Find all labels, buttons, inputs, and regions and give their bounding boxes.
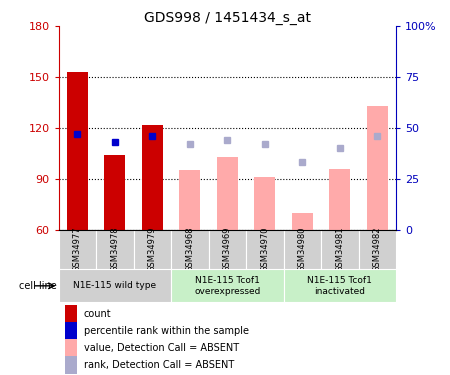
Bar [65,322,77,340]
Bar [67,72,88,230]
Text: GSM34981: GSM34981 [335,227,344,272]
Bar [65,356,77,374]
Text: GSM34978: GSM34978 [110,227,119,272]
Text: GSM34969: GSM34969 [223,227,232,272]
Bar [104,155,125,230]
Bar [329,168,350,230]
Bar [359,230,396,270]
Bar [246,230,284,270]
Bar [321,230,359,270]
Bar [180,170,200,230]
Bar [284,270,396,302]
Text: GSM34970: GSM34970 [260,227,269,272]
Text: cell line: cell line [19,281,57,291]
Text: GSM34968: GSM34968 [185,227,194,272]
Bar [208,230,246,270]
Text: value, Detection Call = ABSENT: value, Detection Call = ABSENT [84,343,239,353]
Bar [171,230,208,270]
Bar [367,106,387,230]
Bar [292,213,313,230]
Bar [96,230,134,270]
Bar [254,177,275,230]
Text: GSM34979: GSM34979 [148,227,157,272]
Bar [142,124,162,230]
Bar [134,230,171,270]
Bar [284,230,321,270]
Text: count: count [84,309,112,319]
Text: percentile rank within the sample: percentile rank within the sample [84,326,249,336]
Bar [65,305,77,323]
Title: GDS998 / 1451434_s_at: GDS998 / 1451434_s_at [144,11,311,25]
Text: N1E-115 wild type: N1E-115 wild type [73,281,156,290]
Text: rank, Detection Call = ABSENT: rank, Detection Call = ABSENT [84,360,234,370]
Text: GSM34980: GSM34980 [298,227,307,272]
Text: N1E-115 Tcof1
inactivated: N1E-115 Tcof1 inactivated [307,276,372,296]
Bar [171,270,284,302]
Text: GSM34982: GSM34982 [373,227,382,272]
Bar [217,157,238,230]
Text: GSM34977: GSM34977 [73,227,82,272]
Bar [58,270,171,302]
Bar [58,230,96,270]
Text: N1E-115 Tcof1
overexpressed: N1E-115 Tcof1 overexpressed [194,276,261,296]
Bar [65,339,77,357]
